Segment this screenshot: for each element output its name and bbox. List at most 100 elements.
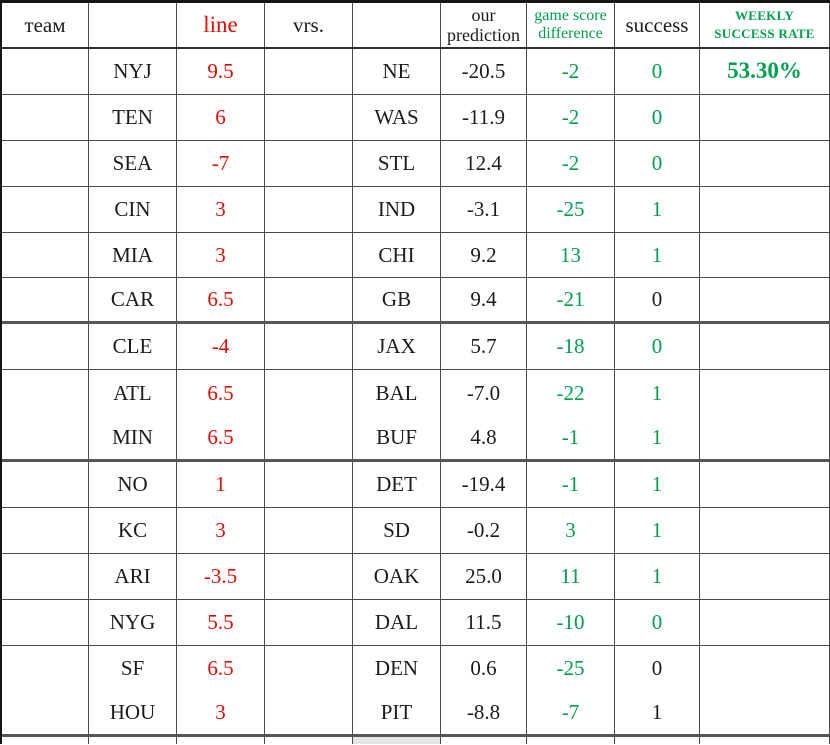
row-label-cell[interactable] bbox=[2, 94, 89, 140]
opponent-cell[interactable]: GB bbox=[353, 278, 441, 322]
line-cell[interactable]: 6.5 bbox=[177, 278, 265, 322]
team-cell[interactable]: CIN bbox=[89, 186, 177, 232]
weekly-rate-cell[interactable]: 53.30% bbox=[700, 49, 830, 94]
weekly-rate-cell[interactable] bbox=[700, 186, 830, 232]
opponent-cell[interactable]: CHI bbox=[353, 232, 441, 278]
score-difference-cell[interactable]: -25 bbox=[527, 645, 615, 692]
success-cell[interactable]: 0 bbox=[615, 140, 700, 186]
score-difference-cell[interactable]: -2 bbox=[527, 140, 615, 186]
prediction-cell[interactable]: 11.5 bbox=[441, 599, 527, 645]
vrs-cell[interactable] bbox=[265, 186, 353, 232]
line-cell[interactable]: -7 bbox=[177, 140, 265, 186]
success-cell[interactable]: 1 bbox=[615, 462, 700, 507]
team-cell[interactable]: NO bbox=[89, 462, 177, 507]
prediction-cell[interactable]: 12.4 bbox=[441, 140, 527, 186]
vrs-cell[interactable] bbox=[265, 507, 353, 553]
weekly-rate-cell[interactable] bbox=[700, 94, 830, 140]
vrs-cell[interactable] bbox=[265, 691, 353, 735]
row-label-cell[interactable] bbox=[2, 507, 89, 553]
team-cell[interactable]: NYG bbox=[89, 599, 177, 645]
line-cell[interactable]: 6.5 bbox=[177, 370, 265, 417]
prediction-cell[interactable]: -3.1 bbox=[441, 186, 527, 232]
line-cell[interactable]: 6.5 bbox=[177, 416, 265, 460]
success-cell[interactable]: 0 bbox=[615, 94, 700, 140]
score-difference-cell[interactable]: -18 bbox=[527, 324, 615, 370]
header-line-cell[interactable]: line bbox=[177, 3, 265, 47]
score-difference-cell[interactable]: -25 bbox=[527, 186, 615, 232]
weekly-rate-cell[interactable] bbox=[700, 553, 830, 599]
team-cell[interactable]: SF bbox=[89, 645, 177, 692]
row-label-cell[interactable] bbox=[2, 691, 89, 735]
line-cell[interactable]: 3 bbox=[177, 232, 265, 278]
team-cell[interactable]: TEN bbox=[89, 94, 177, 140]
success-cell[interactable]: 0 bbox=[615, 645, 700, 692]
success-cell[interactable]: 1 bbox=[615, 553, 700, 599]
weekly-rate-cell[interactable] bbox=[700, 324, 830, 370]
weekly-rate-cell[interactable] bbox=[700, 232, 830, 278]
team-cell[interactable]: MIA bbox=[89, 232, 177, 278]
prediction-cell[interactable]: -20.5 bbox=[441, 49, 527, 94]
line-cell[interactable]: 3 bbox=[177, 186, 265, 232]
prediction-cell[interactable]: -19.4 bbox=[441, 462, 527, 507]
success-cell[interactable]: 0 bbox=[615, 599, 700, 645]
weekly-rate-cell[interactable] bbox=[700, 140, 830, 186]
team-cell[interactable]: ATL bbox=[89, 370, 177, 417]
team-cell[interactable]: NYJ bbox=[89, 49, 177, 94]
line-cell[interactable]: -3.5 bbox=[177, 553, 265, 599]
vrs-cell[interactable] bbox=[265, 49, 353, 94]
prediction-cell[interactable]: -7.0 bbox=[441, 370, 527, 417]
prediction-cell[interactable]: -11.9 bbox=[441, 94, 527, 140]
header-our-prediction-cell[interactable]: our prediction bbox=[441, 3, 527, 47]
vrs-cell[interactable] bbox=[265, 94, 353, 140]
weekly-rate-cell[interactable] bbox=[700, 416, 830, 460]
success-cell[interactable]: 1 bbox=[615, 186, 700, 232]
score-difference-cell[interactable]: 3 bbox=[527, 507, 615, 553]
prediction-cell[interactable]: 5.7 bbox=[441, 324, 527, 370]
success-cell[interactable]: 1 bbox=[615, 507, 700, 553]
team-cell[interactable]: MIN bbox=[89, 416, 177, 460]
weekly-rate-cell[interactable] bbox=[700, 370, 830, 417]
opponent-cell[interactable]: OAK bbox=[353, 553, 441, 599]
score-difference-cell[interactable]: 11 bbox=[527, 553, 615, 599]
header-weekly-success-rate-cell[interactable]: WEEKLY SUCCESS RATE bbox=[700, 3, 830, 47]
team-cell[interactable]: KC bbox=[89, 507, 177, 553]
opponent-cell[interactable]: DAL bbox=[353, 599, 441, 645]
row-label-cell[interactable] bbox=[2, 140, 89, 186]
score-difference-cell[interactable]: 13 bbox=[527, 232, 615, 278]
prediction-cell[interactable]: 25.0 bbox=[441, 553, 527, 599]
line-cell[interactable]: 6 bbox=[177, 94, 265, 140]
opponent-cell[interactable]: DET bbox=[353, 462, 441, 507]
score-difference-cell[interactable]: -21 bbox=[527, 278, 615, 322]
team-cell[interactable]: HOU bbox=[89, 691, 177, 735]
row-label-cell[interactable] bbox=[2, 599, 89, 645]
line-cell[interactable]: 1 bbox=[177, 462, 265, 507]
header-score-difference-cell[interactable]: game score difference bbox=[527, 3, 615, 47]
weekly-rate-cell[interactable] bbox=[700, 599, 830, 645]
vrs-cell[interactable] bbox=[265, 416, 353, 460]
line-cell[interactable]: 5.5 bbox=[177, 599, 265, 645]
weekly-rate-cell[interactable] bbox=[700, 507, 830, 553]
row-label-cell[interactable] bbox=[2, 232, 89, 278]
vrs-cell[interactable] bbox=[265, 370, 353, 417]
opponent-cell[interactable]: WAS bbox=[353, 94, 441, 140]
line-cell[interactable]: 3 bbox=[177, 507, 265, 553]
success-cell[interactable]: 0 bbox=[615, 278, 700, 322]
opponent-cell[interactable]: BUF bbox=[353, 416, 441, 460]
line-cell[interactable]: 6.5 bbox=[177, 645, 265, 692]
score-difference-cell[interactable]: -7 bbox=[527, 691, 615, 735]
opponent-cell[interactable]: SD bbox=[353, 507, 441, 553]
vrs-cell[interactable] bbox=[265, 645, 353, 692]
vrs-cell[interactable] bbox=[265, 140, 353, 186]
prediction-cell[interactable]: 4.8 bbox=[441, 416, 527, 460]
row-label-cell[interactable] bbox=[2, 462, 89, 507]
row-label-cell[interactable] bbox=[2, 416, 89, 460]
vrs-cell[interactable] bbox=[265, 599, 353, 645]
success-cell[interactable]: 1 bbox=[615, 232, 700, 278]
line-cell[interactable]: 9.5 bbox=[177, 49, 265, 94]
line-cell[interactable]: -4 bbox=[177, 324, 265, 370]
row-label-cell[interactable] bbox=[2, 49, 89, 94]
row-label-cell[interactable] bbox=[2, 370, 89, 417]
opponent-cell[interactable]: IND bbox=[353, 186, 441, 232]
weekly-rate-cell[interactable] bbox=[700, 691, 830, 735]
row-label-cell[interactable] bbox=[2, 324, 89, 370]
